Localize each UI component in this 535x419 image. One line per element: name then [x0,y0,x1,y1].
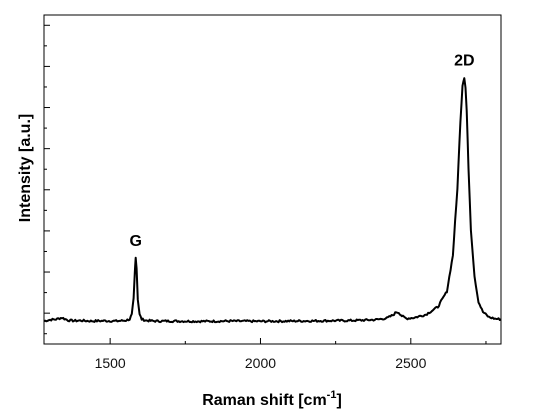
x-axis-label-end: ] [336,392,341,409]
x-tick-label-1500: 1500 [95,355,126,371]
y-axis-ticks [44,24,50,335]
plot-area: 1500 2000 2500 G 2D [43,14,502,371]
raman-spectrum-line [43,77,502,324]
x-tick-label-2500: 2500 [395,355,426,371]
x-axis-label-superscript: -1 [327,389,337,401]
y-axis-label: Intensity [a.u.] [17,114,34,222]
x-axis-label: Raman shift [cm-1] [202,389,342,409]
peak-label-2d: 2D [454,52,474,69]
plot-frame [43,14,502,345]
x-axis-ticks: 1500 2000 2500 [95,338,487,371]
peak-annotations: G 2D [129,52,474,250]
x-tick-label-2000: 2000 [245,355,276,371]
peak-label-g: G [129,233,141,250]
